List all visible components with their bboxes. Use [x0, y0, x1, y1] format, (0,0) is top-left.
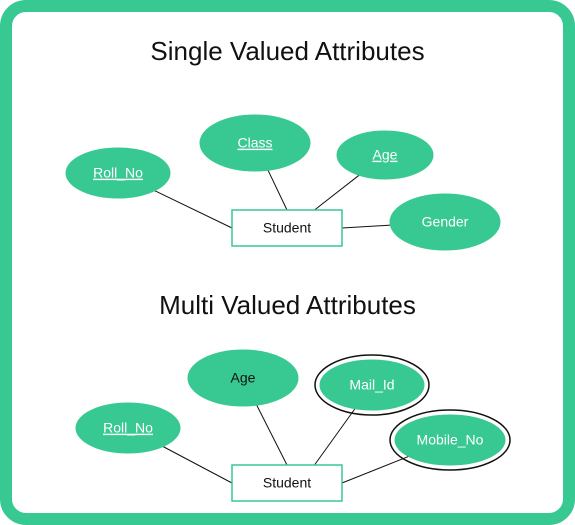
attribute-label: Age: [373, 147, 398, 163]
entity-label: Student: [263, 475, 311, 491]
inner-card: Single Valued Attributes Multi Valued At…: [12, 12, 563, 513]
attribute-label: Gender: [422, 214, 469, 230]
attribute-label: Mobile_No: [417, 432, 484, 448]
attribute-label: Mail_Id: [349, 377, 394, 393]
section-title-single: Single Valued Attributes: [12, 36, 563, 67]
diagram-root: Single Valued Attributes Multi Valued At…: [0, 0, 575, 525]
entity-label: Student: [263, 220, 311, 236]
er-diagram-svg: Roll_No Class Age Gender Student Roll_No Age Ma…: [12, 12, 563, 513]
attribute-label: Roll_No: [103, 420, 153, 436]
section-title-multi: Multi Valued Attributes: [12, 290, 563, 321]
attribute-label: Age: [231, 370, 256, 386]
attribute-label: Roll_No: [93, 165, 143, 181]
attribute-label: Class: [237, 135, 272, 151]
